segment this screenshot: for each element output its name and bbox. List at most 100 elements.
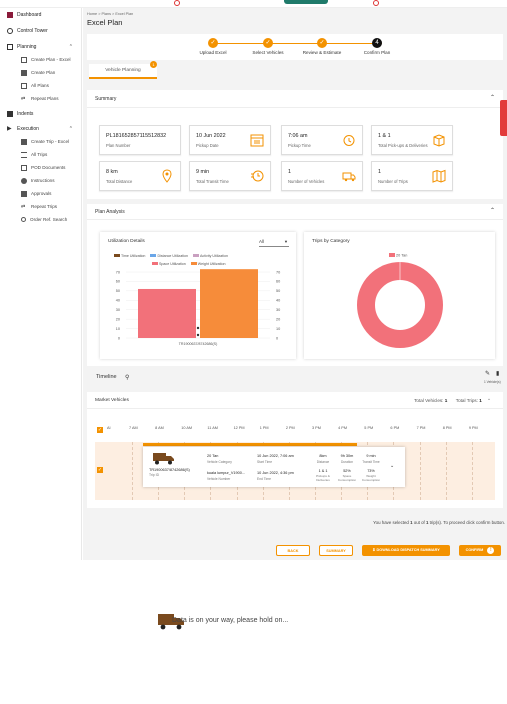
feedback-tab[interactable]: [500, 100, 507, 136]
indent-icon: [7, 110, 13, 117]
card-value: 7:06 am: [288, 133, 308, 139]
chevron-up-icon[interactable]: ⌃: [489, 208, 495, 214]
trips-by-category-title: Trips by Category: [312, 239, 350, 244]
trips-donut-chart: [357, 262, 443, 348]
card-value: PL181652857115512832: [106, 133, 167, 139]
sidebar-item-control-tower[interactable]: Control Tower: [0, 24, 81, 37]
step-label: Upload Excel: [199, 50, 227, 55]
summary-panel: Summary ⌃ PL181652857115512832 Plan Numbe…: [87, 90, 503, 199]
card-label: Number of Trips: [378, 179, 408, 184]
legend-swatch: [190, 261, 197, 265]
info-icon: !: [487, 547, 495, 554]
sidebar-item-indents[interactable]: Indents: [0, 107, 81, 120]
pie-slice-20-tan: [357, 262, 443, 348]
sidebar-item-all-trips[interactable]: All Trips: [0, 148, 81, 161]
y2-tick-label: 60: [276, 280, 280, 284]
sidebar-item-create-plan[interactable]: Create Plan: [0, 66, 81, 79]
card-value: 1 & 1: [378, 133, 391, 139]
legend-icon[interactable]: ▮: [496, 371, 500, 377]
hour-label: 7 AM: [129, 426, 138, 430]
top-search-bar[interactable]: [284, 0, 328, 4]
chevron-down-icon[interactable]: ⌄: [390, 463, 395, 469]
repeat-icon: ⇄: [21, 203, 26, 210]
hour-label: 8 AM: [155, 426, 164, 430]
search-icon[interactable]: ⚲: [125, 375, 130, 381]
plan-analysis-title: Plan Analysis: [95, 209, 125, 215]
confirm-button[interactable]: CONFIRM !: [459, 545, 501, 556]
chevron-up-icon[interactable]: ⌃: [489, 95, 495, 101]
pickups-label: Pickups & Deliveries: [316, 474, 330, 482]
market-vehicles-title: Market Vehicles: [95, 398, 129, 403]
y-tick-label: 70: [116, 270, 120, 274]
sidebar-item-repeat-trips[interactable]: ⇄ Repeat Trips: [0, 200, 81, 213]
download-dispatch-summary-button[interactable]: ⬇ DOWNLOAD DISPATCH SUMMARY: [362, 545, 450, 556]
cube-icon: [21, 69, 27, 76]
sidebar-item-planning[interactable]: Planning ⌃: [0, 40, 81, 53]
legend-label: Distance Utilization: [157, 254, 188, 258]
sidebar-item-execution[interactable]: ▶ Execution ⌃: [0, 122, 81, 135]
summary-title: Summary: [95, 96, 117, 102]
y-tick-label: 30: [116, 308, 120, 312]
data-point-marker: [196, 326, 200, 330]
box-icon: [433, 134, 445, 147]
summary-button[interactable]: SUMMARY: [319, 545, 353, 556]
trip-id: TR1900637/8742686(S): [149, 468, 190, 472]
sidebar-item-label: All Trips: [31, 152, 48, 157]
distance-label: Distance: [316, 460, 330, 464]
breadcrumb: Home > Plans > Excel Plan: [87, 12, 133, 16]
chevron-up-icon: ⌃: [68, 125, 73, 132]
sidebar-item-repeat-plans[interactable]: ⇄ Repeat Plans: [0, 92, 81, 105]
sidebar-item-create-plan-excel[interactable]: Create Plan - Excel: [0, 53, 81, 66]
summary-card-pickup-date: 10 Jun 2022 Pickup Date: [189, 125, 271, 155]
y2-tick-label: 20: [276, 317, 280, 321]
excel-icon: [21, 56, 27, 63]
sidebar-item-label: Indents: [17, 110, 34, 117]
total-vehicles-label: Total Vehicles:: [414, 398, 444, 403]
row-checkbox[interactable]: ✓: [97, 467, 103, 473]
breadcrumb-plans[interactable]: Plans: [101, 12, 111, 16]
dashboard-icon: [7, 11, 13, 18]
chevron-up-icon[interactable]: ⌃: [487, 398, 491, 403]
legend-label: Activity Utilization: [200, 254, 228, 258]
legend-swatch: [152, 261, 158, 265]
trip-id-label: Trip ID: [149, 473, 160, 477]
breadcrumb-home[interactable]: Home: [87, 12, 98, 16]
bar-space-utilization: [138, 288, 196, 338]
sidebar-item-label: Control Tower: [17, 27, 48, 34]
legend-swatch: [114, 253, 120, 257]
utilization-select[interactable]: All ▼: [259, 239, 289, 247]
sidebar-item-order-ref-search[interactable]: Order Ref. Search: [0, 213, 81, 226]
calendar-icon: [250, 134, 264, 147]
trip-card[interactable]: TR1900637/8742686(S) Trip ID 20 Tan Vehi…: [143, 447, 405, 487]
sidebar-item-all-plans[interactable]: All Plans: [0, 79, 81, 92]
edit-icon[interactable]: ✎: [485, 371, 491, 377]
tab-vehicle-planning[interactable]: Vehicle Planning 1: [89, 61, 157, 79]
pickups-value: 1 & 1: [318, 469, 328, 473]
utilization-legend: Time Utilization Distance Utilization Ac…: [114, 252, 294, 268]
space-value: 52%: [343, 469, 351, 473]
sidebar-item-create-trip-excel[interactable]: Create Trip - Excel: [0, 135, 81, 148]
selection-text: You have selected 1 out of 1 trip(s). To…: [373, 520, 505, 525]
sidebar-item-approvals[interactable]: Approvals: [0, 187, 81, 200]
legend-swatch: [193, 253, 199, 257]
sidebar-item-dashboard[interactable]: Dashboard: [0, 8, 81, 21]
legend-item-space: Space Utilization: [152, 261, 186, 266]
transit-value: 9 min: [366, 454, 376, 458]
summary-card-transit-time: 9 min Total Transit Time: [189, 161, 271, 191]
data-point-marker: [196, 333, 200, 337]
sidebar-item-instructions[interactable]: Instructions: [0, 174, 81, 187]
legend-item-activity: Activity Utilization: [193, 253, 228, 258]
hour-label: 2 PM: [285, 426, 295, 430]
truck-loading-icon: [158, 614, 184, 630]
utilization-chart-card: Utilization Details All ▼ Time Utilizati…: [100, 232, 296, 359]
summary-card-pickups-deliveries: 1 & 1 Total Pick-ups & Deliveries: [371, 125, 453, 155]
y-tick-label: 10: [116, 327, 120, 331]
hour-label: 3 PM: [312, 426, 321, 430]
sidebar-item-pod-documents[interactable]: POD Documents: [0, 161, 81, 174]
back-button[interactable]: BACK: [276, 545, 310, 556]
card-label: Total Pick-ups & Deliveries: [378, 143, 428, 148]
card-value: 8 km: [106, 169, 118, 175]
step-check-icon: ✓: [208, 38, 218, 48]
speed-clock-icon: [251, 170, 264, 182]
header-checkbox[interactable]: ✓: [97, 427, 103, 433]
